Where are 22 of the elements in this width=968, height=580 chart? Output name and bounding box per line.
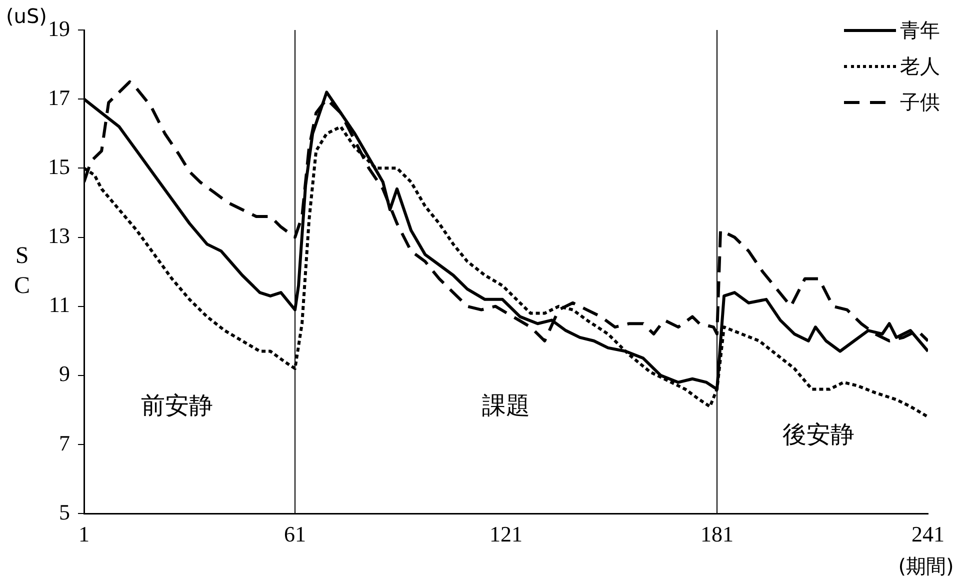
x-tick-label: 241 xyxy=(912,522,944,547)
annotation: 前安静 xyxy=(140,392,213,420)
y-tick-label: 5 xyxy=(59,499,70,524)
legend-label: 子供 xyxy=(900,88,940,116)
y-tick-label: 13 xyxy=(48,223,70,248)
y-tick-label: 19 xyxy=(48,16,70,41)
y-axis-title: SC xyxy=(14,243,30,300)
x-axis-title: (期間) xyxy=(898,554,954,578)
x-tick-label: 181 xyxy=(700,522,734,547)
y-tick-label: 7 xyxy=(59,430,70,456)
annotation: 課題 xyxy=(482,394,530,420)
legend-label: 青年 xyxy=(900,16,940,44)
x-tick-label: 61 xyxy=(284,522,306,547)
y-tick-label: 17 xyxy=(48,84,70,110)
legend-label: 老人 xyxy=(900,52,940,80)
y-tick-label: 15 xyxy=(48,154,70,179)
y-tick-label: 11 xyxy=(48,292,70,318)
x-tick-label: 1 xyxy=(78,522,90,547)
annotation: 後安静 xyxy=(782,422,854,449)
text: (uS) xyxy=(6,4,47,28)
x-tick-label: 121 xyxy=(490,522,522,547)
y-tick-label: 9 xyxy=(59,361,70,386)
